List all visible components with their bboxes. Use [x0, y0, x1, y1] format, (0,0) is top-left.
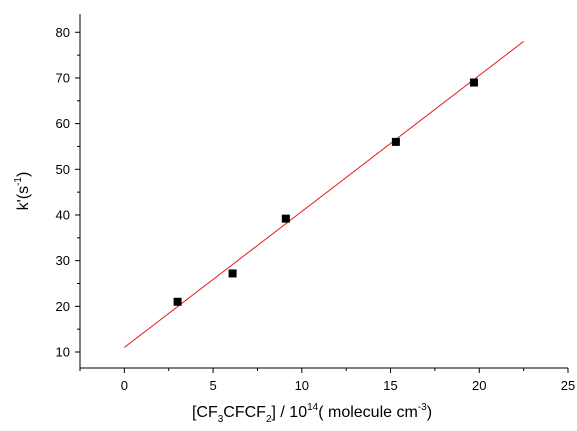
data-point-square [173, 297, 182, 306]
y-tick-label: 10 [56, 345, 70, 360]
label-text: ( molecule cm [318, 404, 418, 421]
linear-fit-line [124, 41, 524, 348]
y-tick-label: 80 [56, 25, 70, 40]
x-tick-label: 10 [295, 378, 309, 393]
x-tick-label: 0 [121, 378, 128, 393]
data-point-square [391, 137, 400, 146]
label-text: ] / 10 [272, 404, 308, 421]
x-axis-label: [CF3CFCF2] / 1014( molecule cm-3) [192, 402, 432, 425]
x-tick-label: 25 [561, 378, 575, 393]
x-axis-ticks: 0 5 10 15 20 25 [79, 368, 575, 393]
y-axis-ticks: 10 20 30 40 50 60 70 80 [56, 25, 80, 360]
x-tick-label: 20 [472, 378, 486, 393]
y-tick-label: 20 [56, 299, 70, 314]
y-tick-label: 40 [56, 207, 70, 222]
label-text: [CF [192, 404, 218, 421]
superscript: 14 [307, 402, 319, 413]
fit-line-layer [124, 41, 524, 348]
superscript: -1 [13, 177, 24, 186]
y-tick-label: 50 [56, 162, 70, 177]
data-point-square [469, 78, 478, 87]
data-point-square [281, 214, 290, 223]
y-axis-label: k'(s-1) [13, 172, 32, 211]
subscript: 3 [218, 414, 224, 425]
label-text: ) [15, 172, 32, 177]
y-tick-label: 60 [56, 116, 70, 131]
superscript: -3 [418, 402, 427, 413]
label-text: k'(s [15, 186, 32, 210]
y-tick-label: 30 [56, 253, 70, 268]
subscript: 2 [266, 414, 272, 425]
data-point-square [228, 269, 237, 278]
x-tick-label: 5 [209, 378, 216, 393]
x-tick-label: 15 [383, 378, 397, 393]
plot-area: 10 20 30 40 50 60 70 80 0 5 10 15 20 25 [56, 14, 575, 393]
label-text: ) [427, 404, 432, 421]
label-text: CFCF [223, 404, 266, 421]
y-tick-label: 70 [56, 70, 70, 85]
data-points-layer [173, 78, 478, 306]
